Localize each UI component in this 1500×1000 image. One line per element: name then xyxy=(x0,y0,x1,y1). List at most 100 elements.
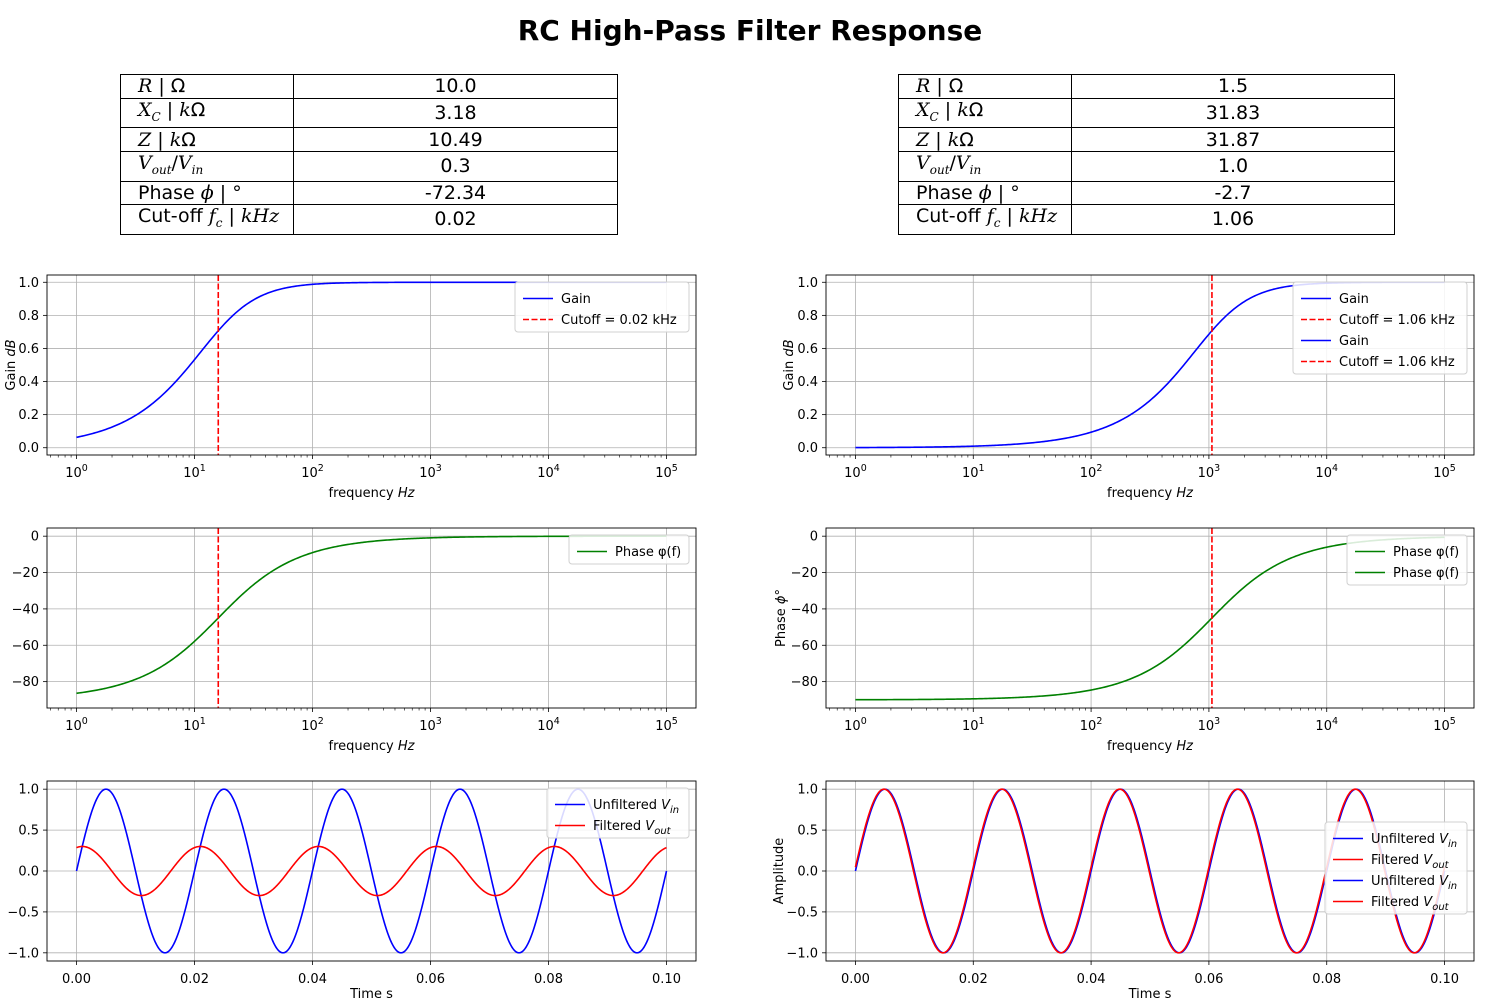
parameter-table-left: R | Ω 10.0 XC | kΩ 3.18 Z | kΩ 10.49 Vout/Vin 0… xyxy=(120,74,618,235)
x-tick-label: 0.00 xyxy=(841,972,870,987)
figure-title: RC High-Pass Filter Response xyxy=(517,14,983,47)
x-tick-label: 0.06 xyxy=(1194,972,1223,987)
chart-time-right: 0.00 0.02 0.04 0.06 0.08 0.10 1.0 0.5 0.0 −0.5 −1.… xyxy=(772,780,1475,1000)
x-tick-label: 0.04 xyxy=(1077,972,1106,987)
x-tick-label: 0.10 xyxy=(652,972,681,987)
x-tick-label: 102 xyxy=(1080,716,1103,734)
series-group xyxy=(76,528,667,708)
y-tick-label: 0.4 xyxy=(797,375,818,390)
y-tick-label: −40 xyxy=(12,602,39,617)
y-tick-label: 1.0 xyxy=(18,783,39,798)
y-tick-label: −20 xyxy=(12,566,39,581)
legend-label: Unfiltered Vin xyxy=(1371,874,1457,892)
chart-phase-right: 100 101 102 103 104 105 0 −20 −40 −60 −80 frequency… xyxy=(774,527,1475,754)
series-line xyxy=(854,788,1446,954)
legend-label: Phase φ(f) xyxy=(1393,545,1459,560)
y-tick-label: 1.0 xyxy=(797,276,818,291)
axes-frame xyxy=(825,527,1475,709)
x-axis-label: frequency Hz xyxy=(1107,739,1194,754)
table-row: Cut-off fc | kHz 1.06 xyxy=(898,204,1395,235)
x-tick-label: 105 xyxy=(1433,463,1456,481)
x-tick-label: 102 xyxy=(1080,463,1103,481)
series-line xyxy=(855,536,1445,701)
legend-box xyxy=(568,534,690,565)
legend-label: Filtered Vout xyxy=(1371,895,1450,913)
y-tick-label: −80 xyxy=(12,675,39,690)
y-tick-label: 0.0 xyxy=(797,865,818,880)
y-tick-label: −0.5 xyxy=(786,905,818,920)
table-label-cell: Cut-off fc | kHz xyxy=(120,204,294,235)
table-value-cell: 10.0 xyxy=(293,74,618,99)
series-line xyxy=(76,535,667,695)
x-tick-label: 101 xyxy=(962,716,985,734)
x-tick-label: 102 xyxy=(301,716,324,734)
table-label-cell: R | Ω xyxy=(120,74,294,99)
legend-label: Phase φ(f) xyxy=(1393,566,1459,581)
y-tick-label: 0.2 xyxy=(797,408,818,423)
x-tick-label: 101 xyxy=(183,463,206,481)
x-tick-label: 105 xyxy=(655,716,678,734)
legend: Phase φ(f) xyxy=(568,534,690,565)
y-axis-label: Phase ϕ° xyxy=(774,589,789,647)
y-tick-label: 0.0 xyxy=(797,441,818,456)
y-tick-label: 0.6 xyxy=(797,342,818,357)
y-tick-label: −1.0 xyxy=(786,946,818,961)
parameter-table-right: R | Ω 1.5 XC | kΩ 31.83 Z | kΩ 31.87 Vout/Vin 1… xyxy=(898,74,1395,235)
x-tick-label: 103 xyxy=(1198,716,1221,734)
legend-label: Filtered Vout xyxy=(1371,853,1450,871)
legend-box xyxy=(1292,281,1468,375)
legend-label: Unfiltered Vin xyxy=(593,798,679,816)
legend-label: Filtered Vout xyxy=(593,819,672,837)
table-label-cell: XC | kΩ xyxy=(120,97,294,129)
y-tick-label: 0 xyxy=(810,530,818,545)
y-tick-label: −60 xyxy=(12,639,39,654)
x-tick-label: 0.02 xyxy=(180,972,209,987)
x-tick-label: 0.06 xyxy=(416,972,445,987)
x-axis-label: frequency Hz xyxy=(329,486,416,501)
table-label-cell: XC | kΩ xyxy=(898,97,1072,129)
x-tick-label: 0.00 xyxy=(62,972,91,987)
x-tick-label: 103 xyxy=(419,716,442,734)
series-line xyxy=(854,788,1446,954)
y-tick-label: 0.5 xyxy=(797,824,818,839)
table-row: Phase ϕ | ° -72.34 xyxy=(120,180,618,206)
x-tick-label: 100 xyxy=(844,463,867,481)
y-axis-label: Amplitude xyxy=(772,838,787,905)
table-label-cell: Vout/Vin xyxy=(898,150,1072,182)
y-tick-label: 1.0 xyxy=(797,783,818,798)
x-tick-label: 102 xyxy=(301,463,324,481)
x-tick-label: 104 xyxy=(1315,463,1338,481)
x-axis-label: frequency Hz xyxy=(329,739,416,754)
legend-box xyxy=(514,281,690,333)
table-value-cell: 0.02 xyxy=(293,204,618,235)
y-tick-label: 0.4 xyxy=(18,375,39,390)
x-tick-label: 105 xyxy=(655,463,678,481)
x-tick-label: 101 xyxy=(962,463,985,481)
x-tick-label: 104 xyxy=(537,463,560,481)
table-row: Vout/Vin 1.0 xyxy=(898,150,1395,182)
y-tick-label: 0.0 xyxy=(18,865,39,880)
legend-label: Cutoff = 0.02 kHz xyxy=(561,313,677,328)
table-label-cell: Phase ϕ | ° xyxy=(898,180,1072,206)
legend: Unfiltered Vin Filtered Vout Unfiltered Vi… xyxy=(1324,821,1468,915)
y-tick-label: −40 xyxy=(791,602,818,617)
legend: Unfiltered Vin Filtered Vout xyxy=(546,787,690,839)
table-label-cell: R | Ω xyxy=(898,74,1072,99)
y-tick-label: 0 xyxy=(31,530,39,545)
table-row: R | Ω 1.5 xyxy=(898,74,1395,99)
x-tick-label: 104 xyxy=(537,716,560,734)
x-tick-label: 104 xyxy=(1315,716,1338,734)
x-tick-label: 0.10 xyxy=(1430,972,1459,987)
x-tick-label: 101 xyxy=(183,716,206,734)
axes-frame xyxy=(825,274,1475,456)
y-tick-label: 0.8 xyxy=(797,309,818,324)
chart-gain-right: 100 101 102 103 104 105 0.0 0.2 0.4 0.6 0.8 1.0 freq… xyxy=(782,274,1475,501)
table-value-cell: -2.7 xyxy=(1071,180,1395,206)
y-tick-label: 0.8 xyxy=(18,309,39,324)
legend-label: Cutoff = 1.06 kHz xyxy=(1339,355,1455,370)
x-axis-label: Time s xyxy=(1128,987,1172,1000)
series-group xyxy=(854,788,1446,954)
chart-time-left: 0.00 0.02 0.04 0.06 0.08 0.10 1.0 0.5 0.0 −0.5 −1.… xyxy=(7,780,697,1000)
table-row: Phase ϕ | ° -2.7 xyxy=(898,180,1395,206)
